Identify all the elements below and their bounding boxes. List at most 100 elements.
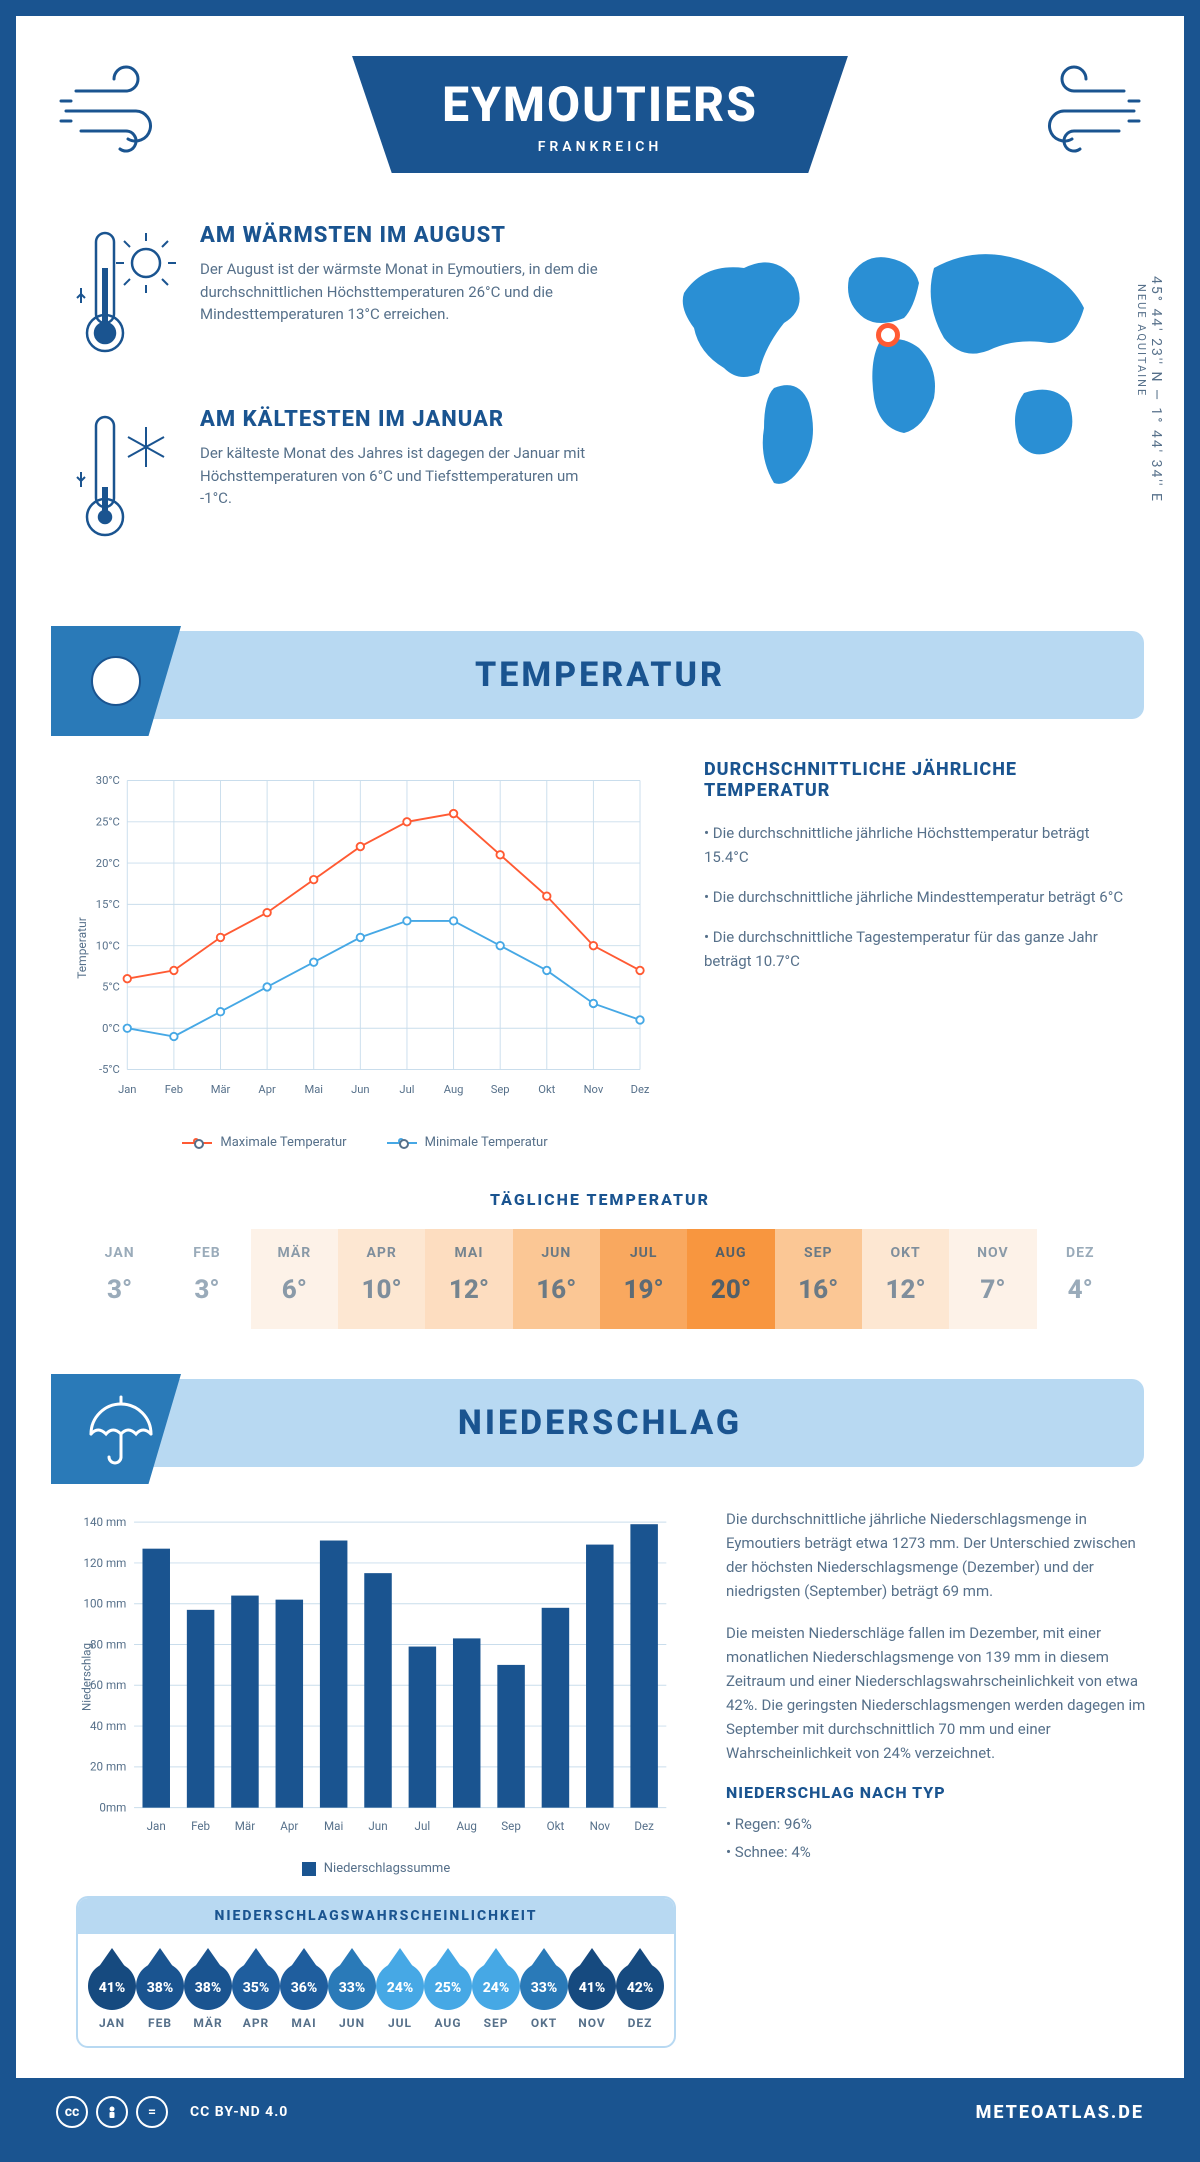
prob-month: JAN — [88, 2016, 136, 2030]
svg-text:Okt: Okt — [538, 1083, 555, 1096]
prob-month: DEZ — [616, 2016, 664, 2030]
prob-cell: 25%AUG — [424, 1950, 472, 2030]
svg-text:Jun: Jun — [368, 1819, 387, 1833]
svg-text:Jun: Jun — [351, 1083, 370, 1096]
svg-text:Nov: Nov — [584, 1083, 604, 1096]
daily-value: 6° — [251, 1275, 338, 1305]
svg-text:120 mm: 120 mm — [83, 1556, 126, 1570]
sep: — — [1148, 389, 1164, 402]
daily-month: MÄR — [251, 1245, 338, 1261]
precip-probability-box: NIEDERSCHLAGSWAHRSCHEINLICHKEIT 41%JAN38… — [76, 1896, 676, 2048]
map-marker-icon — [876, 323, 900, 347]
svg-text:Apr: Apr — [280, 1819, 298, 1833]
lon: 1° 44' 34'' E — [1148, 407, 1164, 503]
city-title: EYMOUTIERS — [442, 76, 758, 133]
daily-value: 12° — [862, 1275, 949, 1305]
daily-value: 16° — [775, 1275, 862, 1305]
y-axis-label: Temperatur — [75, 917, 89, 979]
drop-icon: 41% — [88, 1950, 136, 2010]
svg-text:20°C: 20°C — [96, 857, 120, 870]
precip-type-bullet: • Schnee: 4% — [726, 1840, 1146, 1864]
daily-value: 7° — [949, 1275, 1036, 1305]
daily-temp-cell: NOV 7° — [949, 1229, 1036, 1329]
svg-text:-5°C: -5°C — [99, 1063, 120, 1076]
svg-text:Jul: Jul — [399, 1083, 414, 1096]
prob-month: JUN — [328, 2016, 376, 2030]
warmest-title: AM WÄRMSTEN IM AUGUST — [200, 223, 604, 248]
daily-temp-cell: APR 10° — [338, 1229, 425, 1329]
legend-label: Maximale Temperatur — [220, 1135, 346, 1150]
temp-bullet: • Die durchschnittliche jährliche Höchst… — [704, 821, 1124, 869]
daily-month: MAI — [425, 1245, 512, 1261]
daily-value: 10° — [338, 1275, 425, 1305]
daily-temp-cell: MAI 12° — [425, 1229, 512, 1329]
wind-icon — [56, 61, 196, 161]
chart-legend: Maximale Temperatur Minimale Temperatur — [76, 1135, 654, 1150]
drop-icon: 38% — [136, 1950, 184, 2010]
prob-cell: 41% NOV — [568, 1950, 616, 2030]
legend-item: Minimale Temperatur — [387, 1135, 548, 1150]
daily-value: 20° — [687, 1275, 774, 1305]
daily-month: OKT — [862, 1245, 949, 1261]
prob-percent: 38% — [136, 1980, 184, 1996]
prob-percent: 38% — [184, 1980, 232, 1996]
prob-percent: 24% — [472, 1980, 520, 1996]
svg-text:Mär: Mär — [211, 1083, 231, 1096]
coldest-block: AM KÄLTESTEN IM JANUAR Der kälteste Mona… — [76, 407, 604, 551]
page-container: EYMOUTIERS FRANKREICH 45° 44' 23'' N — 1… — [0, 0, 1200, 2162]
svg-text:Jan: Jan — [147, 1819, 166, 1833]
prob-month: SEP — [472, 2016, 520, 2030]
prob-percent: 33% — [520, 1980, 568, 1996]
daily-value: 12° — [425, 1275, 512, 1305]
svg-text:Aug: Aug — [444, 1083, 464, 1096]
daily-month: DEZ — [1037, 1245, 1124, 1261]
prob-percent: 41% — [568, 1980, 616, 1996]
prob-month: MÄR — [184, 2016, 232, 2030]
svg-text:Mai: Mai — [324, 1819, 343, 1833]
daily-month: APR — [338, 1245, 425, 1261]
daily-value: 4° — [1037, 1275, 1124, 1305]
precip-type-bullet: • Regen: 96% — [726, 1812, 1146, 1836]
warmest-block: AM WÄRMSTEN IM AUGUST Der August ist der… — [76, 223, 604, 367]
thermometer-cold-icon — [76, 407, 176, 551]
precip-type-title: NIEDERSCHLAG NACH TYP — [726, 1783, 1146, 1802]
temp-bullet: • Die durchschnittliche Tagestemperatur … — [704, 925, 1124, 973]
prob-percent: 42% — [616, 1980, 664, 1996]
daily-month: NOV — [949, 1245, 1036, 1261]
svg-text:Sep: Sep — [491, 1083, 510, 1096]
prob-percent: 25% — [424, 1980, 472, 1996]
svg-text:Mai: Mai — [304, 1083, 323, 1096]
drop-icon: 42% — [616, 1950, 664, 2010]
region: NEUE AQUITAINE — [1135, 284, 1148, 503]
nd-icon: = — [136, 2096, 168, 2128]
daily-month: FEB — [163, 1245, 250, 1261]
temperature-line-chart: Temperatur -5°C0°C5°C10°C15°C20°C25°C30°… — [76, 759, 654, 1150]
svg-text:Apr: Apr — [258, 1083, 276, 1096]
drop-icon: 35% — [232, 1950, 280, 2010]
prob-cell: 38% MÄR — [184, 1950, 232, 2030]
temp-bullet: • Die durchschnittliche jährliche Mindes… — [704, 885, 1124, 909]
license-text: CC BY-ND 4.0 — [190, 2104, 288, 2120]
svg-text:140 mm: 140 mm — [83, 1515, 126, 1529]
drop-icon: 24% — [376, 1950, 424, 2010]
footer: cc = CC BY-ND 4.0 METEOATLAS.DE — [16, 2078, 1184, 2146]
svg-text:Dez: Dez — [631, 1083, 650, 1096]
precipitation-summary: Die durchschnittliche jährliche Niedersc… — [726, 1507, 1146, 2048]
prob-cell: 42% DEZ — [616, 1950, 664, 2030]
drop-icon: 38% — [184, 1950, 232, 2010]
daily-temp-cell: FEB3° — [163, 1229, 250, 1329]
warmest-text: Der August ist der wärmste Monat in Eymo… — [200, 258, 604, 326]
country-subtitle: FRANKREICH — [442, 139, 758, 155]
umbrella-icon — [51, 1374, 181, 1484]
prob-percent: 35% — [232, 1980, 280, 1996]
lat: 45° 44' 23'' N — [1148, 276, 1164, 383]
svg-text:40 mm: 40 mm — [90, 1719, 126, 1733]
svg-text:Mär: Mär — [235, 1819, 255, 1833]
prob-month: APR — [232, 2016, 280, 2030]
daily-month: JAN — [76, 1245, 163, 1261]
prob-month: NOV — [568, 2016, 616, 2030]
prob-percent: 41% — [88, 1980, 136, 1996]
daily-temp-cell: AUG20° — [687, 1229, 774, 1329]
svg-text:0mm: 0mm — [99, 1801, 126, 1815]
svg-text:25°C: 25°C — [96, 816, 120, 829]
